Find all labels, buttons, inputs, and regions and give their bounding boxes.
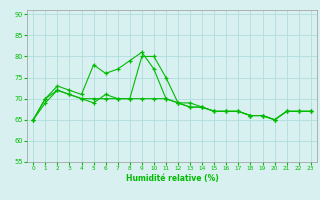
X-axis label: Humidité relative (%): Humidité relative (%) (126, 174, 218, 183)
